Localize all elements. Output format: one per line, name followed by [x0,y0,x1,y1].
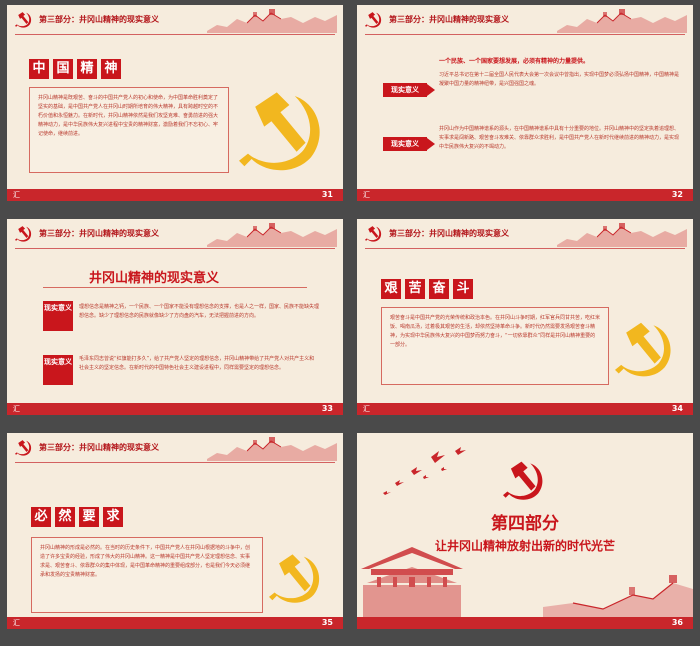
hammer-sickle-icon [15,11,33,29]
heading-char: 必 [31,507,51,527]
heading-char: 奋 [429,279,449,299]
great-wall-decoration-icon [543,575,693,617]
header-title: 第三部分：井冈山精神的现实意义 [389,229,509,238]
slide-footer: 汇 35 [7,617,343,629]
hammer-sickle-icon [503,459,547,503]
slide-header: 第三部分：井冈山精神的现实意义 [357,219,693,249]
slide-footer: 汇 33 [7,403,343,415]
text-box: 井冈山精神是既艰苦、奋斗的中国共产党人的初心和使命，为中国革命胜利奠定了坚实的基… [29,87,229,173]
hammer-sickle-icon [615,319,677,381]
part-title: 第四部分 [491,514,559,534]
hammer-sickle-icon [365,11,383,29]
slide-35[interactable]: 第三部分：井冈山精神的现实意义 必 然 要 求 井冈山精神的形成是必然的。在当时… [7,433,343,629]
great-wall-decoration-icon [557,221,687,247]
slide-number: 35 [321,618,333,627]
header-divider [15,34,335,35]
body-text: 井冈山精神是既艰苦、奋斗的中国共产党人的初心和使命，为中国革命胜利奠定了坚实的基… [38,95,219,137]
section-heading: 中 国 精 神 [29,59,121,79]
text-box: 艰苦奋斗是中国共产党的光荣传统和政治本色。在井冈山斗争时期，红军官兵同甘共苦，吃… [381,307,609,385]
flying-birds-decoration-icon [383,447,466,495]
slide-32[interactable]: 第三部分：井冈山精神的现实意义 现实意义 一个民族、一个国家要想发展，必须有精神… [357,5,693,201]
meaning-text: 毛泽东同志曾说“红旗能打多久”，给了共产党人坚定的理想信念，井冈山精神带给了共产… [79,356,315,371]
hammer-sickle-icon [239,87,329,177]
footer-label: 汇 [13,191,20,199]
section-heading: 艰 苦 奋 斗 [381,279,473,299]
meaning-text: 习近平总书记在第十二届全国人民代表大会第一次会议中曾指出，实现中国梦必须弘扬中国… [439,72,680,87]
heading-char: 中 [29,59,49,79]
heading-char: 神 [101,59,121,79]
slide-big-title: 井冈山精神的现实意义 [89,271,220,286]
footer-label: 汇 [363,191,370,199]
footer-label: 汇 [363,405,370,413]
heading-char: 艰 [381,279,401,299]
meaning-label: 现实意义 [43,355,73,385]
meaning-label: 现实意义 [383,83,427,97]
header-divider [365,34,685,35]
great-wall-decoration-icon [207,221,337,247]
footer-label: 汇 [13,619,20,627]
arrow-icon [427,84,435,96]
slide-header: 第三部分：井冈山精神的现实意义 [357,5,693,35]
slide-34[interactable]: 第三部分：井冈山精神的现实意义 艰 苦 奋 斗 艰苦奋斗是中国共产党的光荣传统和… [357,219,693,415]
text-box: 井冈山精神的形成是必然的。在当时的历史条件下，中国共产党人在井冈山根据地的斗争中… [31,537,263,613]
heading-char: 精 [77,59,97,79]
arrow-icon [427,138,435,150]
meaning-text: 理想信念是精神之钙，一个民族、一个国家不能没有理想信念的支撑，也是人之一样，国家… [79,304,320,319]
header-title: 第三部分：井冈山精神的现实意义 [39,229,159,238]
meaning-label: 现实意义 [43,301,73,331]
header-divider [15,248,335,249]
part-subtitle: 让井冈山精神放射出新的时代光芒 [434,539,615,553]
slide-33[interactable]: 第三部分：井冈山精神的现实意义 井冈山精神的现实意义 现实意义 理想信念是精神之… [7,219,343,415]
heading-char: 求 [103,507,123,527]
slide-footer: 汇 34 [357,403,693,415]
great-wall-decoration-icon [207,7,337,33]
header-title: 第三部分：井冈山精神的现实意义 [39,443,159,452]
tiananmen-gate-decoration-icon [361,547,463,617]
meaning-text-title: 一个民族、一个国家要想发展，必须有精神的力量提供。 [439,58,590,65]
great-wall-decoration-icon [557,7,687,33]
header-title: 第三部分：井冈山精神的现实意义 [389,15,509,24]
slide-number: 32 [671,190,683,199]
heading-char: 要 [79,507,99,527]
heading-char: 然 [55,507,75,527]
slide-number: 31 [321,190,333,199]
slide-header: 第三部分：井冈山精神的现实意义 [7,219,343,249]
title-underline [43,287,307,288]
hammer-sickle-icon [15,225,33,243]
footer-label: 汇 [13,405,20,413]
hammer-sickle-icon [15,439,33,457]
header-title: 第三部分：井冈山精神的现实意义 [39,15,159,24]
slide-number: 36 [671,618,683,627]
slide-footer: 汇 31 [7,189,343,201]
header-divider [365,248,685,249]
slide-footer: 汇 32 [357,189,693,201]
meaning-label: 现实意义 [383,137,427,151]
slide-number: 34 [671,404,683,413]
slide-header: 第三部分：井冈山精神的现实意义 [7,5,343,35]
slide-36[interactable]: 第四部分 让井冈山精神放射出新的时代光芒 36 [357,433,693,629]
hammer-sickle-icon [269,551,325,607]
heading-char: 苦 [405,279,425,299]
slide-number: 33 [321,404,333,413]
slide-31[interactable]: 第三部分：井冈山精神的现实意义 中 国 精 神 井冈山精神是既艰苦、奋斗的中国共… [7,5,343,201]
meaning-text: 井冈山作为中国精神谱系的源头，在中国精神谱系中具有十分重要的地位。井冈山精神中的… [439,126,680,150]
heading-char: 国 [53,59,73,79]
header-divider [15,462,335,463]
slide-header: 第三部分：井冈山精神的现实意义 [7,433,343,463]
great-wall-decoration-icon [207,435,337,461]
body-text: 井冈山精神的形成是必然的。在当时的历史条件下，中国共产党人在井冈山根据地的斗争中… [40,545,251,578]
slide-footer: 36 [357,617,693,629]
section-heading: 必 然 要 求 [31,507,123,527]
body-text: 艰苦奋斗是中国共产党的光荣传统和政治本色。在井冈山斗争时期，红军官兵同甘共苦，吃… [390,315,601,348]
heading-char: 斗 [453,279,473,299]
hammer-sickle-icon [365,225,383,243]
